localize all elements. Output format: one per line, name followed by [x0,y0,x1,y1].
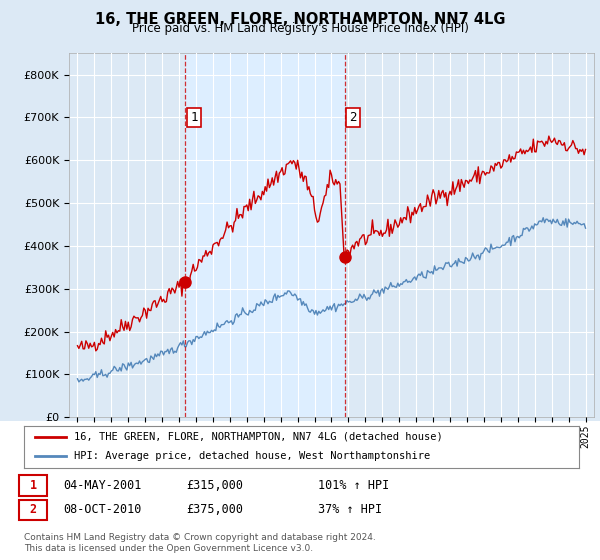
Text: 08-OCT-2010: 08-OCT-2010 [63,503,142,516]
Text: HPI: Average price, detached house, West Northamptonshire: HPI: Average price, detached house, West… [74,451,430,461]
Text: Price paid vs. HM Land Registry's House Price Index (HPI): Price paid vs. HM Land Registry's House … [131,22,469,35]
Text: 16, THE GREEN, FLORE, NORTHAMPTON, NN7 4LG: 16, THE GREEN, FLORE, NORTHAMPTON, NN7 4… [95,12,505,27]
Text: 1: 1 [29,479,37,492]
Text: 04-MAY-2001: 04-MAY-2001 [63,479,142,492]
Text: £315,000: £315,000 [186,479,243,492]
Text: 2: 2 [29,503,37,516]
Bar [185,53,344,417]
Text: 16, THE GREEN, FLORE, NORTHAMPTON, NN7 4LG (detached house): 16, THE GREEN, FLORE, NORTHAMPTON, NN7 4… [74,432,443,442]
Text: 37% ↑ HPI: 37% ↑ HPI [318,503,382,516]
Text: £375,000: £375,000 [186,503,243,516]
Text: 1: 1 [190,111,197,124]
Text: 2: 2 [349,111,357,124]
Text: Contains HM Land Registry data © Crown copyright and database right 2024.
This d: Contains HM Land Registry data © Crown c… [24,533,376,553]
Text: 101% ↑ HPI: 101% ↑ HPI [318,479,389,492]
